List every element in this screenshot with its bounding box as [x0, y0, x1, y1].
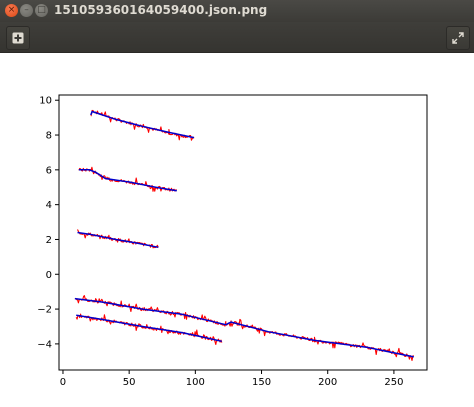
y-tick-label: 2	[46, 235, 52, 246]
axis-layer: 0 50 100 150 200 250 −4 −2 0 2 4 6 8 10	[37, 96, 403, 388]
window-title: 151059360164059400.json.png	[54, 3, 268, 17]
x-tick-label: 50	[123, 377, 136, 388]
y-tick-label: 4	[46, 200, 52, 211]
x-tick-label: 200	[318, 377, 337, 388]
series-line-4-red	[77, 229, 159, 249]
window-titlebar: × – □ 151059360164059400.json.png	[0, 0, 474, 22]
series-line-1-blue	[90, 110, 195, 139]
close-button[interactable]: ×	[5, 4, 18, 17]
plus-square-icon	[12, 32, 24, 44]
minimize-button[interactable]: –	[20, 4, 33, 17]
y-tick-label: −4	[37, 339, 52, 350]
series-line-3-blue	[78, 169, 177, 192]
fullscreen-button[interactable]	[446, 26, 470, 50]
close-icon: ×	[7, 5, 16, 15]
line-chart: 0 50 100 150 200 250 −4 −2 0 2 4 6 8 10	[37, 94, 428, 388]
maximize-icon: □	[37, 5, 46, 15]
toolbar	[0, 22, 474, 53]
series-layer	[74, 109, 414, 362]
expand-icon	[452, 32, 464, 44]
y-tick-label: 6	[46, 165, 52, 176]
maximize-button[interactable]: □	[35, 4, 48, 17]
y-tick-label: 10	[39, 96, 52, 107]
minimize-icon: –	[24, 5, 29, 15]
series-line-5-blue	[77, 231, 159, 249]
y-tick-label: 0	[46, 270, 52, 281]
image-viewport: 0 50 100 150 200 250 −4 −2 0 2 4 6 8 10	[0, 53, 474, 407]
x-tick-label: 150	[252, 377, 271, 388]
x-tick-label: 100	[186, 377, 205, 388]
series-line-9-blue	[76, 314, 222, 343]
x-tick-label: 0	[60, 377, 66, 388]
x-tick-label: 250	[384, 377, 403, 388]
y-tick-label: 8	[46, 131, 52, 142]
plot-area	[58, 94, 428, 371]
y-tick-label: −2	[37, 305, 52, 316]
new-button[interactable]	[6, 26, 30, 50]
series-line-7-blue	[74, 297, 414, 358]
